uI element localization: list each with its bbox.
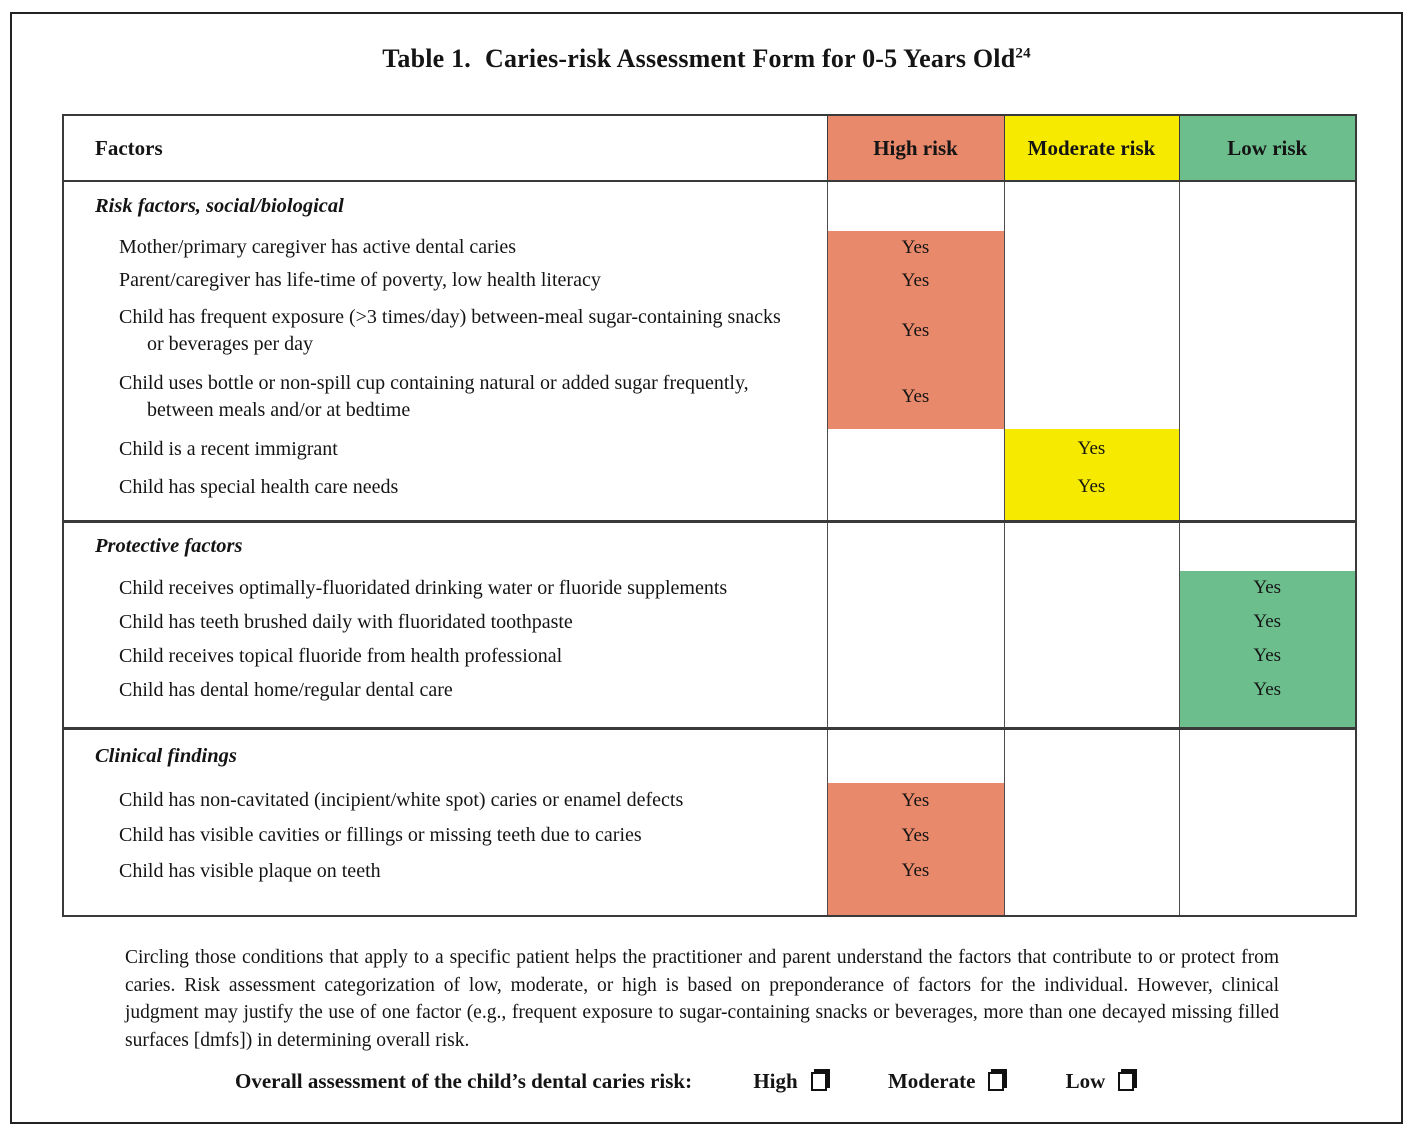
assessment-option-moderate: Moderate — [888, 1069, 1010, 1093]
factor-label: Child has visible plaque on teeth — [119, 859, 381, 882]
moderate-risk-cell — [1003, 571, 1179, 605]
high-risk-cell: Yes — [826, 264, 1004, 297]
factor-label: Child uses bottle or non-spill cup conta… — [119, 371, 749, 421]
factor-label: Parent/caregiver has life-time of povert… — [119, 269, 601, 291]
high-risk-cell: Yes — [826, 853, 1004, 889]
table-header-row: Factors High risk Moderate risk Low risk — [63, 115, 1356, 182]
low-risk-cell: Yes — [1178, 673, 1356, 707]
moderate-risk-cell — [1003, 364, 1179, 429]
moderate-risk-cell — [1003, 673, 1179, 707]
moderate-risk-cell — [1003, 639, 1179, 673]
moderate-risk-cell — [1003, 297, 1179, 364]
assessment-option-low-label: Low — [1065, 1069, 1106, 1093]
table-row: Child has visible cavities or fillings o… — [63, 818, 1356, 853]
high-risk-cell: Yes — [826, 818, 1004, 853]
factor-label: Mother/primary caregiver has active dent… — [119, 236, 517, 258]
column-header-moderate-risk: Moderate risk — [1003, 115, 1179, 182]
factor-label: Child receives topical fluoride from hea… — [119, 644, 563, 667]
high-risk-cell — [826, 639, 1004, 673]
assessment-option-high-label: High — [753, 1069, 798, 1093]
table-row: Child has visible plaque on teeth Yes — [63, 853, 1356, 889]
high-checkbox[interactable] — [810, 1072, 827, 1091]
table-title-prefix: Table 1. — [382, 44, 471, 73]
low-risk-cell: Yes — [1178, 639, 1356, 673]
moderate-risk-cell — [1003, 605, 1179, 639]
high-risk-cell — [826, 469, 1004, 505]
table-row: Parent/caregiver has life-time of povert… — [63, 264, 1356, 297]
table-title-main: Caries-risk Assessment Form for 0-5 Year… — [485, 44, 1016, 73]
high-risk-cell: Yes — [826, 364, 1004, 429]
high-risk-cell — [826, 429, 1004, 469]
section-heading-row: Risk factors, social/biological — [63, 181, 1356, 231]
assessment-option-moderate-label: Moderate — [887, 1069, 976, 1093]
factor-label: Child has special health care needs — [119, 475, 399, 498]
section-heading-clinical-findings: Clinical findings — [63, 726, 827, 783]
section-padding-row — [63, 707, 1356, 728]
factor-label: Child has dental home/regular dental car… — [119, 678, 453, 701]
moderate-risk-cell — [1003, 231, 1179, 264]
table-row: Child has non-cavitated (incipient/white… — [63, 783, 1356, 818]
high-risk-cell: Yes — [826, 231, 1004, 264]
factor-label: Child has teeth brushed daily with fluor… — [119, 610, 573, 633]
column-header-high-risk: High risk — [826, 115, 1004, 182]
overall-assessment-label: Overall assessment of the child’s dental… — [235, 1069, 693, 1093]
caries-risk-table: Factors High risk Moderate risk Low risk… — [62, 114, 1357, 917]
table-row: Child receives topical fluoride from hea… — [63, 639, 1356, 673]
moderate-risk-cell: Yes — [1003, 429, 1179, 469]
table-row: Mother/primary caregiver has active dent… — [63, 231, 1356, 264]
table-row: Child has teeth brushed daily with fluor… — [63, 605, 1356, 639]
high-risk-cell — [826, 605, 1004, 639]
section-heading-row: Clinical findings — [63, 726, 1356, 783]
low-risk-cell — [1178, 853, 1356, 889]
section-heading-risk-factors: Risk factors, social/biological — [95, 195, 344, 217]
high-risk-cell — [826, 571, 1004, 605]
table-row: Child has frequent exposure (>3 times/da… — [63, 297, 1356, 364]
factor-label: Child has non-cavitated (incipient/white… — [119, 789, 684, 811]
low-risk-cell — [1178, 264, 1356, 297]
moderate-checkbox[interactable] — [988, 1072, 1005, 1091]
low-risk-cell — [1178, 297, 1356, 364]
moderate-risk-cell — [1003, 818, 1179, 853]
table-row: Child is a recent immigrant Yes — [63, 429, 1356, 469]
column-header-factors: Factors — [63, 115, 827, 182]
high-risk-cell — [826, 673, 1004, 707]
column-header-low-risk: Low risk — [1178, 115, 1356, 182]
moderate-risk-cell — [1003, 783, 1179, 818]
section-padding-row — [63, 889, 1356, 916]
table-footnote: Circling those conditions that apply to … — [125, 947, 1279, 1051]
section-padding-row — [63, 505, 1356, 521]
high-risk-cell: Yes — [826, 783, 1004, 818]
factor-label: Child is a recent immigrant — [119, 437, 338, 460]
moderate-risk-cell: Yes — [1003, 469, 1179, 505]
table-title: Table 1. Caries-risk Assessment Form for … — [12, 44, 1401, 74]
low-risk-cell — [1178, 364, 1356, 429]
factor-label: Child receives optimally-fluoridated dri… — [119, 576, 728, 599]
low-risk-cell — [1178, 818, 1356, 853]
factor-label: Child has visible cavities or fillings o… — [119, 824, 642, 846]
table-row: Child uses bottle or non-spill cup conta… — [63, 364, 1356, 429]
section-heading-protective-factors: Protective factors — [63, 519, 827, 571]
low-risk-cell — [1178, 429, 1356, 469]
factor-label: Child has frequent exposure (>3 times/da… — [119, 305, 781, 355]
table-row: Child has dental home/regular dental car… — [63, 673, 1356, 707]
low-risk-cell: Yes — [1178, 571, 1356, 605]
low-risk-cell — [1178, 783, 1356, 818]
high-risk-cell: Yes — [826, 297, 1004, 364]
section-heading-row: Protective factors — [63, 519, 1356, 571]
moderate-risk-cell — [1003, 853, 1179, 889]
table-title-superscript: 24 — [1015, 45, 1031, 62]
overall-assessment-line: Overall assessment of the child’s dental… — [235, 1069, 1335, 1094]
low-risk-cell: Yes — [1178, 605, 1356, 639]
table-row: Child receives optimally-fluoridated dri… — [63, 571, 1356, 605]
document-page: Table 1. Caries-risk Assessment Form for … — [10, 12, 1403, 1124]
table-row: Child has special health care needs Yes — [63, 469, 1356, 505]
assessment-option-high: High — [753, 1069, 832, 1093]
low-risk-cell — [1178, 231, 1356, 264]
assessment-option-low: Low — [1066, 1069, 1135, 1093]
low-risk-cell — [1178, 469, 1356, 505]
low-checkbox[interactable] — [1118, 1072, 1135, 1091]
moderate-risk-cell — [1003, 264, 1179, 297]
